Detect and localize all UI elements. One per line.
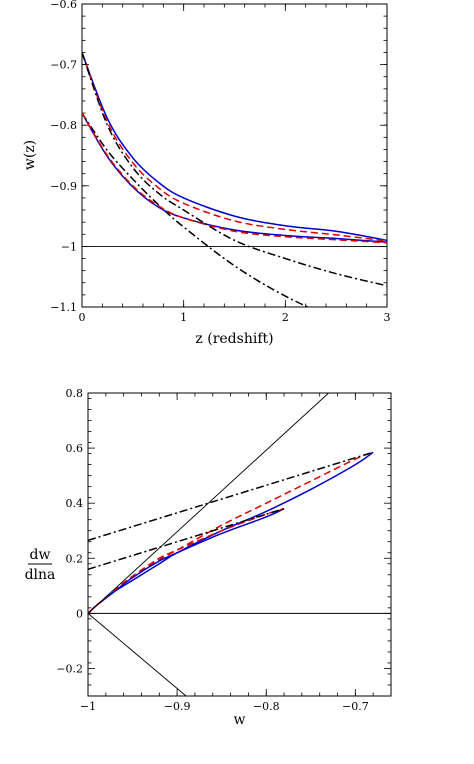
top-x-tick-label: 0	[79, 311, 86, 324]
top-series-5-dashdot-line	[82, 52, 387, 287]
bottom-x-tick-label: −0.9	[164, 700, 191, 713]
bottom-y-tick-label: 0.6	[66, 442, 84, 455]
top-axis-ticks	[81, 3, 388, 308]
bottom-x-tick-label: −1	[80, 700, 96, 713]
bottom-y-axis-title: dw dlna	[25, 547, 56, 583]
bottom-y-axis-title-numerator: dw	[30, 547, 51, 563]
bottom-y-tick-label: −0.2	[56, 662, 83, 675]
top-y-tick-label: −0.7	[50, 59, 77, 72]
bottom-y-tick-label: 0.4	[66, 497, 84, 510]
top-series-2-dashdot-line	[82, 112, 310, 307]
bottom-plot-frame	[87, 392, 392, 697]
top-plot-frame	[81, 3, 388, 308]
bottom-x-tick-label: −0.8	[253, 700, 280, 713]
top-series-1-dashed-line	[82, 52, 387, 242]
bottom-series-8-solid-line	[88, 613, 187, 696]
bottom-y-axis-title-denominator: dlna	[25, 567, 56, 583]
bottom-series-0-solid-line	[88, 451, 374, 614]
bottom-tick-labels: −1 −0.9 −0.8 −0.7 −0.2 0 0.2 0.4 0.6 0.8	[56, 387, 368, 713]
bottom-series-3-dashed-line	[88, 507, 285, 614]
top-y-tick-label: −1.1	[50, 301, 77, 314]
bottom-series-1-dashed-line	[88, 451, 374, 614]
top-curves	[82, 52, 387, 307]
bottom-y-tick-label: 0	[76, 607, 83, 620]
top-panel-wz-vs-z: 0 1 2 3−1.1−1−0.9−0.8−0.7−0.6 z (redshift) …	[22, 0, 391, 347]
bottom-y-tick-label: 0.8	[66, 387, 84, 400]
bottom-y-tick-label: 0.2	[66, 552, 84, 565]
bottom-x-axis-title: w	[234, 712, 246, 728]
bottom-series-2-solid-line	[88, 508, 285, 614]
top-y-tick-label: −0.8	[50, 119, 77, 132]
top-x-axis-title: z (redshift)	[195, 331, 273, 347]
top-y-tick-label: −0.6	[50, 0, 77, 11]
top-y-tick-label: −0.9	[50, 180, 77, 193]
bottom-series-4-dashdot-line	[88, 451, 374, 542]
top-series-3-solid-line	[82, 112, 387, 243]
bottom-series-5-dashdot-line	[88, 507, 285, 571]
top-series-0-solid-line	[82, 52, 387, 242]
bottom-panel-dwdlna-vs-w: −1 −0.9 −0.8 −0.7 −0.2 0 0.2 0.4 0.6 0.8 w dw dln…	[25, 387, 392, 728]
top-x-tick-label: 1	[180, 311, 187, 324]
bottom-axis-ticks	[87, 392, 392, 697]
top-x-tick-label: 2	[282, 311, 289, 324]
top-y-tick-label: −1	[61, 240, 77, 253]
top-series-4-dashed-line	[82, 112, 387, 244]
top-tick-labels: 0 1 2 3 −1.1 −1 −0.9 −0.8 −0.7 −0.6	[50, 0, 390, 324]
top-y-axis-title: w(z)	[22, 140, 38, 170]
bottom-x-tick-label: −0.7	[342, 700, 369, 713]
top-x-tick-label: 3	[384, 311, 391, 324]
bottom-series-7-solid-line	[88, 393, 329, 614]
bottom-curves	[88, 393, 391, 696]
